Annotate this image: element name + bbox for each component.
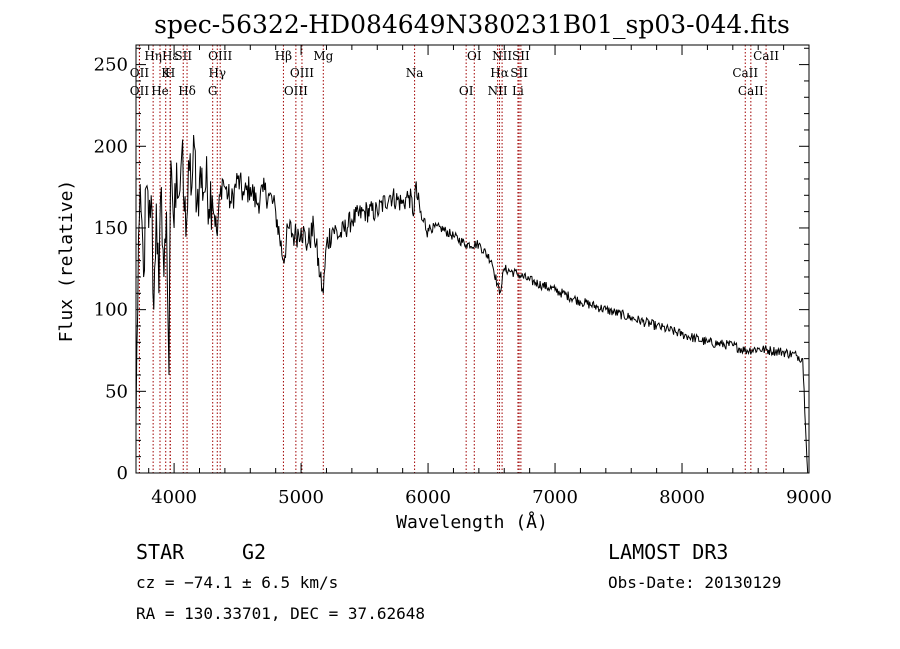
line-label-12: Hβ <box>275 49 292 63</box>
x-tick-label-4000: 4000 <box>151 487 197 508</box>
line-label-20: NII <box>488 84 508 98</box>
y-tick-label-100: 100 <box>94 300 128 321</box>
line-label-16: Na <box>406 66 424 80</box>
y-tick-label-150: 150 <box>94 218 128 239</box>
x-tick-label-6000: 6000 <box>405 487 451 508</box>
line-label-24: SII <box>512 49 530 63</box>
line-label-19: Hα <box>490 66 509 80</box>
y-tick-label-50: 50 <box>105 381 128 402</box>
line-label-15: Mg <box>313 49 333 63</box>
obs-date-text: Obs-Date: 20130129 <box>608 573 781 592</box>
axis-tick-labels: 4000 5000 6000 7000 8000 9000 0 50 100 150 200 250 <box>94 55 832 508</box>
line-label-4: K <box>161 66 171 80</box>
x-axis-label: Wavelength (Å) <box>396 511 548 533</box>
line-label-9: OIII <box>208 49 232 63</box>
object-subclass: G2 <box>242 540 266 564</box>
y-tick-label-0: 0 <box>117 463 128 484</box>
line-label-7: H <box>165 66 175 80</box>
redshift-text: cz = −74.1 ± 6.5 km/s <box>136 573 338 592</box>
line-label-11: G <box>208 84 218 98</box>
line-label-23: Li <box>512 84 524 98</box>
y-tick-label-250: 250 <box>94 55 128 76</box>
axis-ticks <box>136 45 810 474</box>
spectrum-series-line <box>135 134 809 474</box>
line-label-17: OI <box>459 84 474 98</box>
y-axis-label: Flux (relative) <box>56 180 77 343</box>
spectral-line-labels: HεOIIOIIHηKHeSIIHHδOIIIHγGHβOIIIOIIIMgNa… <box>130 49 779 98</box>
line-label-13: OIII <box>290 66 314 80</box>
chart-title: spec-56322-HD084649N380231B01_sp03-044.f… <box>154 10 790 39</box>
line-label-27: CaII <box>753 49 779 63</box>
x-tick-label-5000: 5000 <box>278 487 324 508</box>
line-label-8: Hδ <box>178 84 196 98</box>
line-label-22: SII <box>510 66 528 80</box>
line-label-21: NII <box>492 49 512 63</box>
spectral-line-markers <box>138 45 767 473</box>
line-label-10: Hγ <box>208 66 226 80</box>
line-label-26: CaII <box>738 84 764 98</box>
plot-frame <box>135 44 810 474</box>
coordinates-text: RA = 130.33701, DEC = 37.62648 <box>136 604 425 623</box>
object-class: STAR <box>136 540 185 564</box>
line-label-3: Hη <box>144 49 162 63</box>
line-label-5: He <box>151 84 169 98</box>
line-label-25: CaII <box>732 66 758 80</box>
x-tick-label-8000: 8000 <box>659 487 705 508</box>
line-label-18: OI <box>467 49 482 63</box>
line-label-1: OII <box>130 66 150 80</box>
y-tick-label-200: 200 <box>94 136 128 157</box>
x-tick-label-7000: 7000 <box>532 487 578 508</box>
x-tick-label-9000: 9000 <box>786 487 832 508</box>
line-label-14: OIII <box>284 84 308 98</box>
survey-name: LAMOST DR3 <box>608 540 728 564</box>
line-label-2: OII <box>130 84 150 98</box>
line-label-6: SII <box>174 49 192 63</box>
